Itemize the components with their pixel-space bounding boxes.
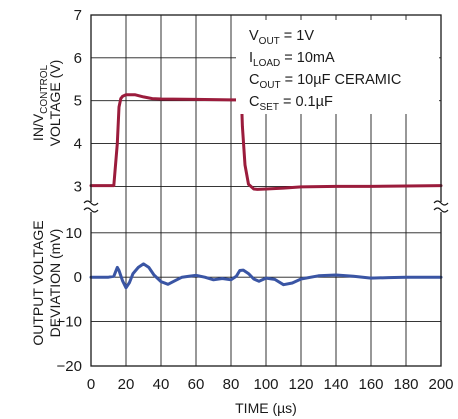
plot-border	[90, 14, 442, 367]
axis-break-mark-left	[83, 207, 99, 213]
x-tick-label: 0	[87, 376, 95, 393]
x-axis-label: TIME (µs)	[235, 400, 297, 416]
top-y-label-sub: CONTROL	[39, 65, 50, 114]
bottom-y-tick-label: −10	[57, 314, 82, 331]
x-tick-label: 100	[253, 376, 278, 393]
axis-break-mark-left	[83, 200, 99, 206]
top-y-tick-label: 7	[74, 7, 82, 24]
bottom-y-tick-label: −20	[57, 358, 82, 375]
x-tick-label: 20	[118, 376, 135, 393]
top-y-label-main: IN/V	[30, 113, 46, 141]
annotation-line: CSET = 0.1µF	[249, 94, 333, 113]
annotation-line: VOUT = 1V	[249, 28, 314, 47]
plot-frame	[90, 14, 442, 367]
annotation-subscript: OUT	[259, 36, 280, 47]
x-tick-label: 200	[428, 376, 453, 393]
x-tick-label: 40	[153, 376, 170, 393]
annotation-line: ILOAD = 10mA	[249, 50, 335, 69]
x-tick-label: 160	[358, 376, 383, 393]
axis-break-gap-right	[433, 202, 449, 212]
annotation-value: = 1V	[280, 28, 315, 44]
tick-labels: 0 20 40 60 80 100 120 140 160 180 20034567100−10−2…	[57, 7, 454, 393]
output-deviation-line	[89, 262, 443, 290]
axis-break-mark-right	[433, 200, 449, 206]
axis-break-mark-right	[433, 207, 449, 213]
x-tick-label: 180	[393, 376, 418, 393]
annotation-symbol: I	[249, 50, 253, 66]
annotation-background	[236, 20, 439, 114]
annotation-value: = 10µF CERAMIC	[281, 72, 402, 88]
top-y-tick-label: 6	[74, 50, 82, 67]
axis-break-gap-left	[83, 202, 99, 212]
bottom-y-axis-label-line2: DEVIATION (mV)	[47, 229, 63, 338]
bottom-y-axis-label-line1: OUTPUT VOLTAGE	[30, 220, 46, 345]
annotation-value: = 0.1µF	[279, 94, 333, 110]
annotation-symbol: C	[249, 94, 259, 110]
x-tick-label: 80	[223, 376, 240, 393]
annotation-symbol: C	[249, 72, 259, 88]
axis-breaks	[83, 200, 449, 213]
annotation-value: = 10mA	[280, 50, 335, 66]
bottom-y-tick-label: 0	[74, 269, 82, 286]
x-tick-label: 120	[288, 376, 313, 393]
bottom-y-tick-label: 10	[65, 225, 82, 242]
annotation-line: COUT = 10µF CERAMIC	[249, 72, 401, 91]
annotation-subscript: SET	[259, 102, 278, 113]
top-y-axis-label-line2: VOLTAGE (V)	[47, 60, 63, 147]
x-tick-label: 140	[323, 376, 348, 393]
annotation-subscript: LOAD	[253, 58, 280, 69]
top-y-tick-label: 5	[74, 93, 82, 110]
top-y-tick-label: 4	[74, 136, 82, 153]
x-tick-label: 60	[188, 376, 205, 393]
top-y-axis-label-line1: IN/VCONTROL	[30, 65, 50, 142]
top-y-tick-label: 3	[74, 178, 82, 195]
annotation-subscript: OUT	[259, 80, 280, 91]
annotation-symbol: V	[249, 28, 259, 44]
